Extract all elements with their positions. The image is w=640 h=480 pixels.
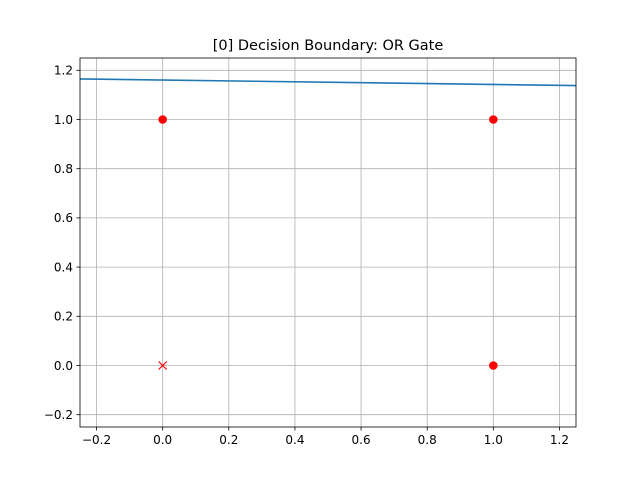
y-tick-label: 0.0 bbox=[54, 359, 73, 373]
x-tick-label: 1.2 bbox=[550, 433, 569, 447]
y-tick-label: 1.2 bbox=[54, 64, 73, 78]
x-tick-label: 1.0 bbox=[484, 433, 503, 447]
y-axis-ticks: −0.2 0.0 0.2 0.4 0.6 0.8 1.0 1.2 bbox=[44, 64, 80, 422]
data-point-x-marker bbox=[158, 361, 168, 370]
x-axis-ticks: −0.2 0.0 0.2 0.4 0.6 0.8 1.0 1.2 bbox=[82, 427, 569, 447]
decision-boundary-line bbox=[79, 78, 577, 87]
grid bbox=[80, 58, 576, 427]
x-marker-stroke bbox=[158, 361, 168, 370]
data-point-circle bbox=[489, 115, 498, 124]
y-tick-label: 1.0 bbox=[54, 113, 73, 127]
x-tick-label: 0.2 bbox=[219, 433, 238, 447]
y-tick-label: 0.8 bbox=[54, 162, 73, 176]
x-tick-label: 0.4 bbox=[285, 433, 304, 447]
data-point-circle bbox=[158, 115, 167, 124]
x-tick-label: −0.2 bbox=[82, 433, 111, 447]
decision-boundary-layer bbox=[79, 78, 577, 87]
data-point-circle bbox=[489, 361, 498, 370]
x-tick-label: 0.6 bbox=[352, 433, 371, 447]
y-tick-label: 0.6 bbox=[54, 211, 73, 225]
x-tick-label: 0.0 bbox=[153, 433, 172, 447]
y-tick-label: 0.2 bbox=[54, 310, 73, 324]
y-tick-label: −0.2 bbox=[44, 408, 73, 422]
data-points bbox=[158, 115, 498, 370]
x-tick-label: 0.8 bbox=[418, 433, 437, 447]
plot-frame bbox=[79, 57, 577, 428]
y-tick-label: 0.4 bbox=[54, 260, 73, 274]
chart-title: [0] Decision Boundary: OR Gate bbox=[213, 38, 444, 54]
